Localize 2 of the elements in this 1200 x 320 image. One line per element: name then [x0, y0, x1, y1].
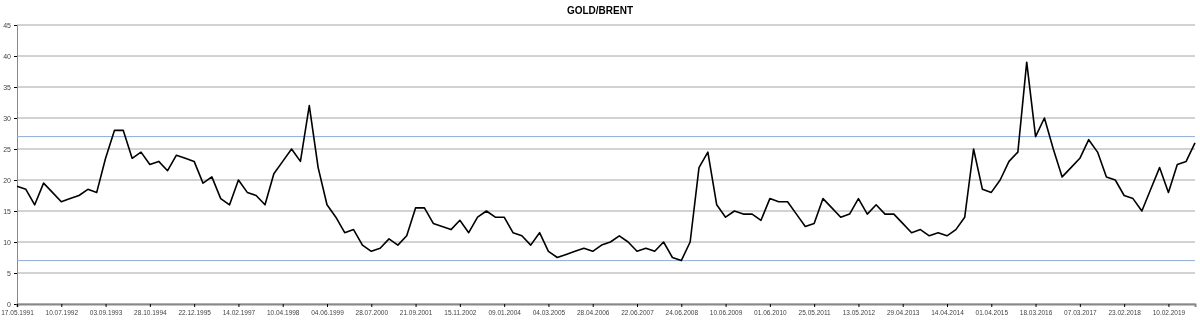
- chart-title: GOLD/BRENT: [566, 5, 634, 16]
- line-series: [16, 61, 1196, 262]
